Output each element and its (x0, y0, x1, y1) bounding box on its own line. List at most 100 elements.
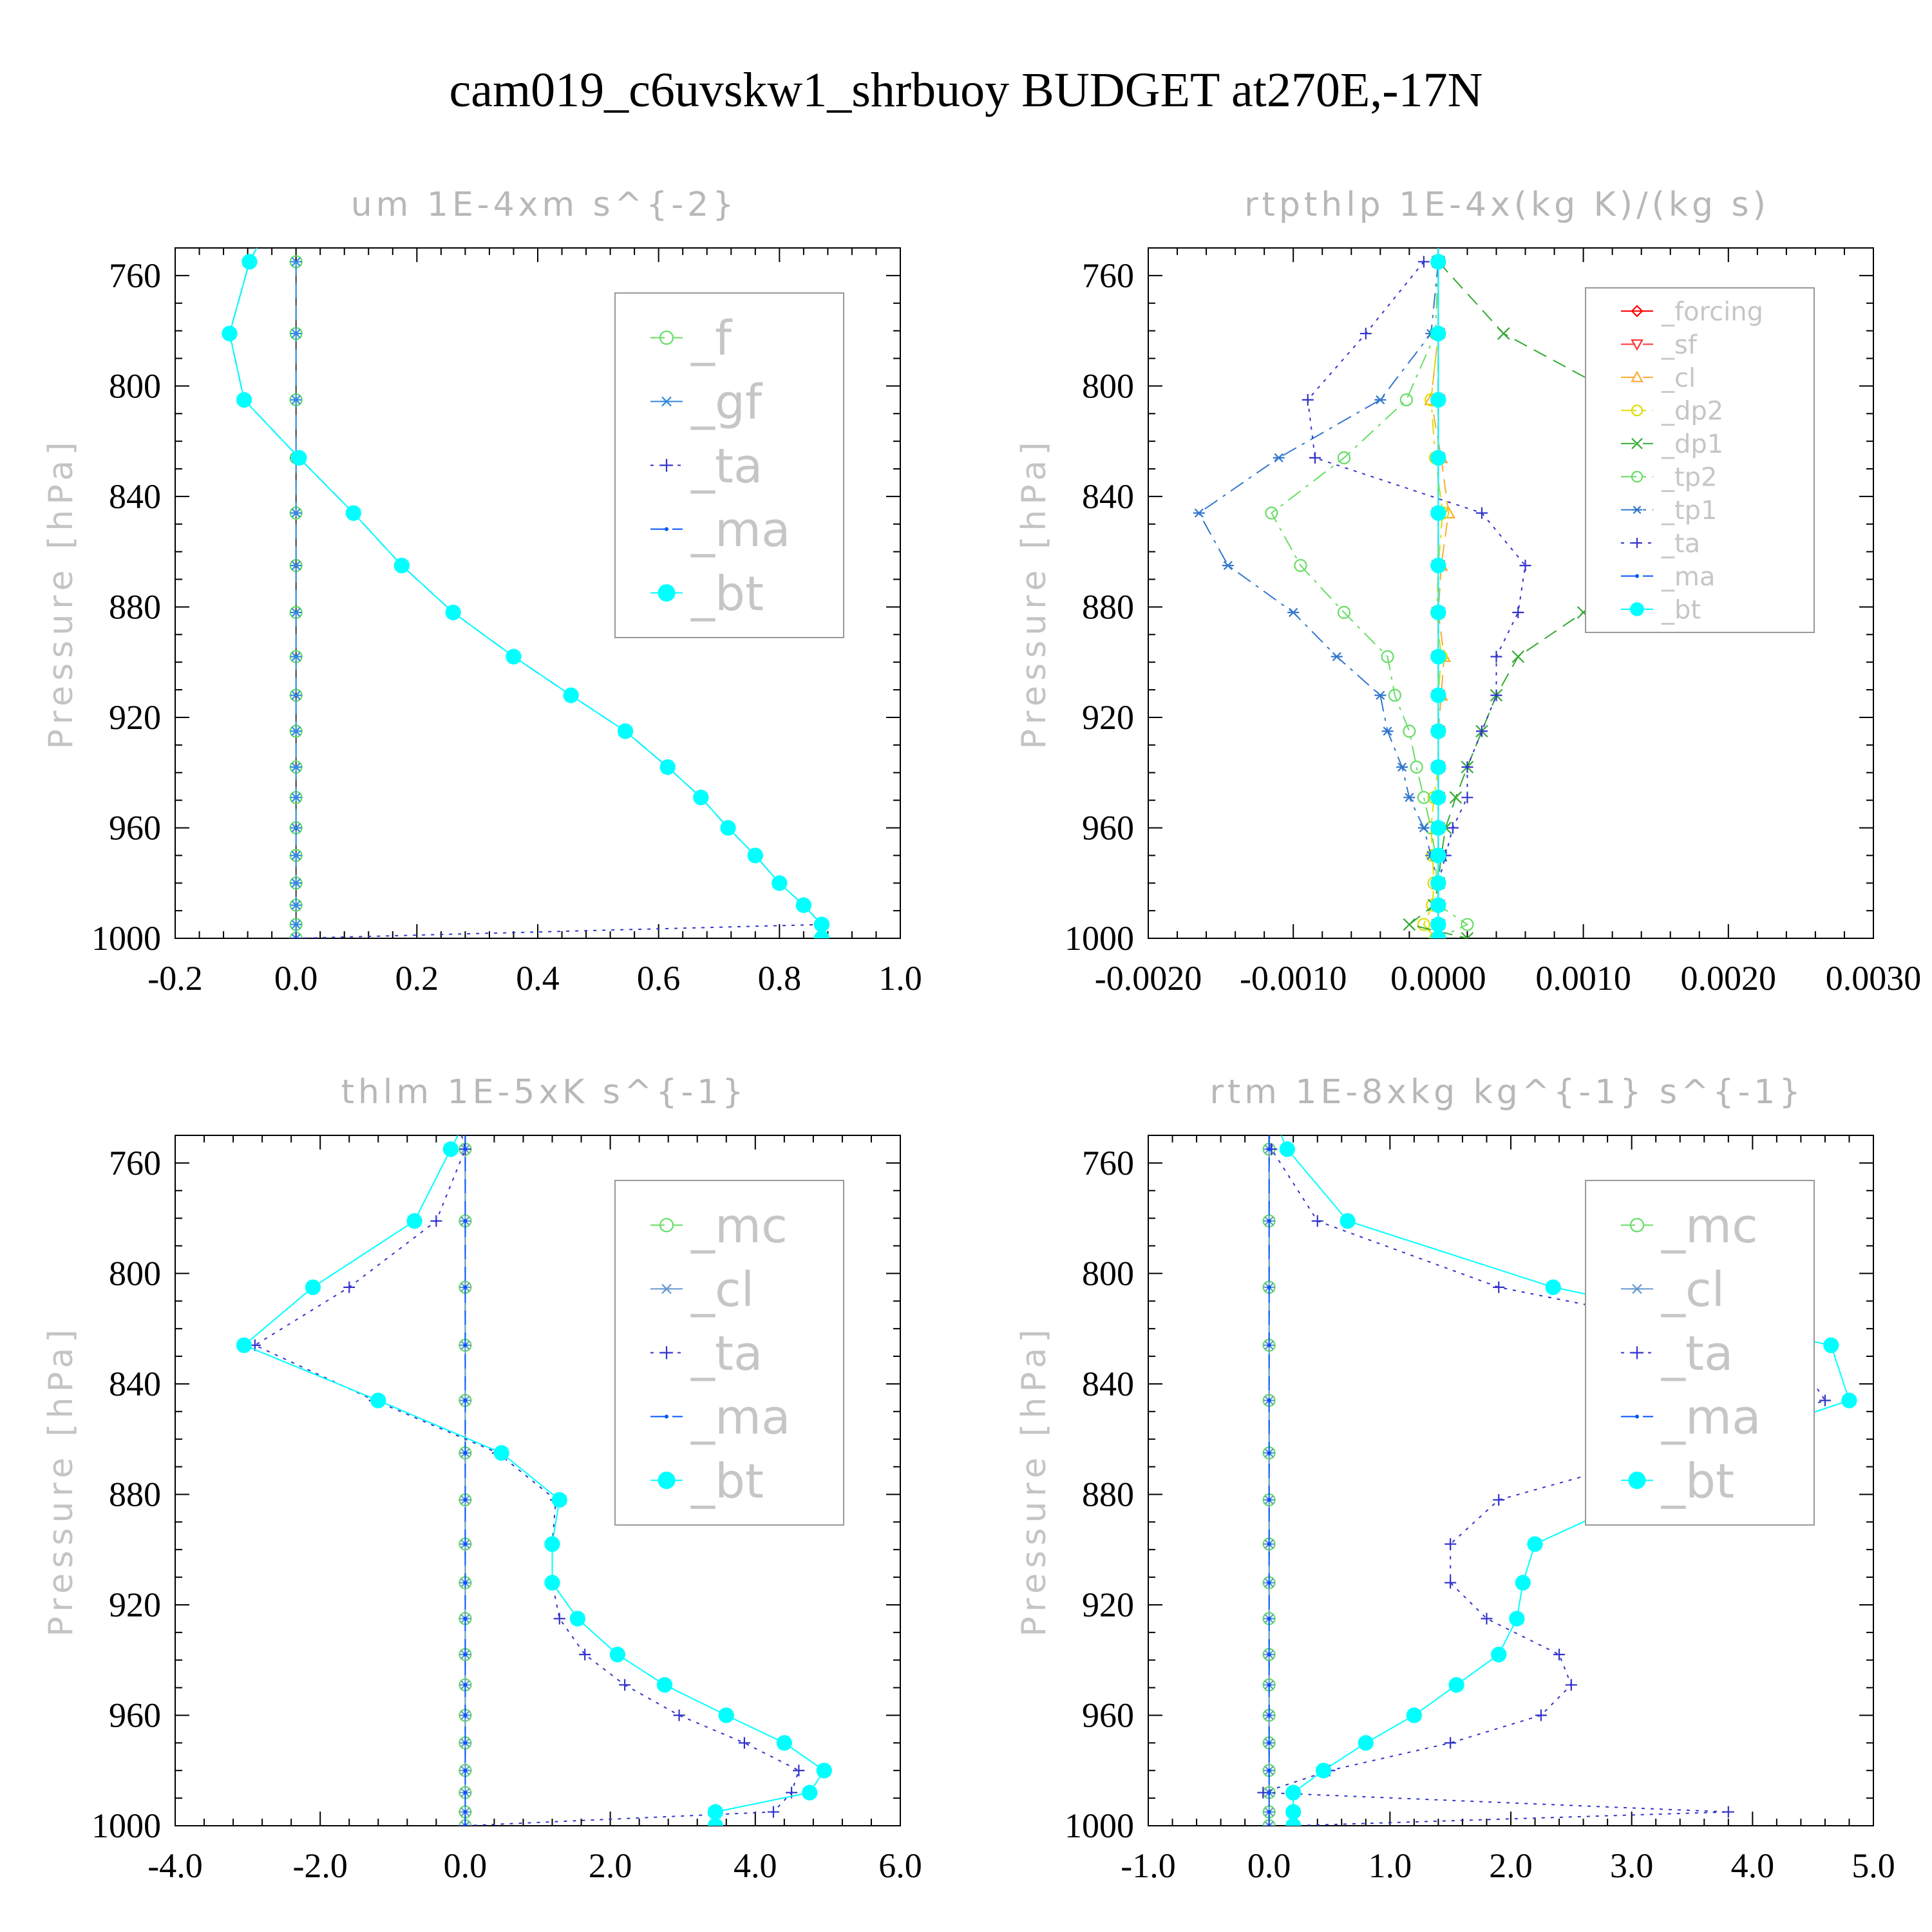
marker-small-dot (463, 1741, 468, 1745)
y-tick-label: 920 (109, 1586, 161, 1624)
legend-label: _ta (690, 1326, 762, 1381)
marker-small-dot (1267, 1683, 1271, 1687)
marker-small-dot (463, 1810, 468, 1814)
marker-dot (1430, 875, 1446, 891)
marker-small-dot (1267, 1285, 1271, 1289)
marker-dot (1841, 1392, 1857, 1408)
x-tick-label: 0.0000 (1390, 959, 1486, 998)
x-tick-label: 0.0 (444, 1846, 488, 1885)
legend-label: _sf (1661, 330, 1698, 360)
marker-dot (236, 392, 252, 408)
marker-small-dot (463, 1147, 468, 1151)
marker-small-dot (463, 1713, 468, 1718)
marker-small-dot (463, 1285, 468, 1289)
marker-dot (1430, 820, 1446, 836)
x-tick-label: 0.0020 (1681, 959, 1777, 998)
marker-star (291, 561, 301, 571)
y-axis-label: Pressure [hPa] (1015, 437, 1054, 750)
marker-star (291, 851, 301, 860)
marker-circle (1388, 688, 1401, 702)
marker-dot (1406, 1707, 1423, 1723)
marker-circle (1417, 918, 1430, 931)
y-tick-label: 960 (1082, 1696, 1134, 1734)
marker-small-dot (665, 527, 668, 531)
legend-label: _ma (1661, 562, 1715, 592)
marker-star (291, 607, 301, 618)
marker-dot (1630, 602, 1644, 616)
marker-small-dot (463, 1580, 468, 1585)
marker-dot (563, 687, 579, 703)
series-line-tp1 (1198, 261, 1439, 938)
marker-dot (1430, 897, 1446, 913)
x-tick-label: 1.0 (878, 959, 922, 998)
marker-star (1405, 793, 1414, 802)
marker-star (291, 652, 301, 661)
legend-label: _bt (690, 566, 764, 621)
legend-box (1585, 287, 1815, 633)
marker-dot (291, 450, 307, 466)
marker-cross (1631, 438, 1643, 450)
marker-star (1633, 506, 1642, 515)
marker-small-dot (1267, 1790, 1271, 1795)
marker-dot (795, 897, 812, 913)
x-tick-label: 0.0 (1247, 1846, 1291, 1885)
marker-small-dot (463, 1218, 468, 1223)
y-tick-label: 760 (1082, 256, 1134, 295)
x-tick-label: 4.0 (734, 1846, 777, 1885)
marker-dot (1315, 1763, 1332, 1779)
marker-star (661, 396, 672, 407)
x-tick-label: 3.0 (1610, 1846, 1654, 1885)
legend-label: _f (690, 311, 733, 366)
marker-star (464, 1821, 470, 1826)
marker-dot (658, 1472, 676, 1490)
marker-dot (707, 1804, 724, 1820)
marker-dot (816, 1763, 832, 1779)
marker-star (291, 508, 301, 518)
marker-dot (1430, 557, 1446, 574)
plot-frame (1148, 247, 1874, 939)
marker-small-dot (1267, 1343, 1271, 1347)
y-tick-label: 880 (1082, 587, 1134, 626)
marker-dot (1430, 254, 1446, 270)
legend-label: _bt (1661, 595, 1701, 625)
x-tick-label: 5.0 (1852, 1846, 1895, 1885)
x-tick-label: 0.0 (274, 959, 318, 998)
legend-label: _ta (690, 439, 762, 494)
marker-circle (1631, 404, 1643, 417)
legend-label: _forcing (1661, 297, 1763, 327)
marker-dot (242, 254, 258, 270)
panel-1: um 1E-4xm s^{-2} Pressure [hPa] 760 800 840 8… (42, 185, 922, 998)
x-tick-label: 0.6 (637, 959, 681, 998)
marker-star (291, 823, 301, 833)
marker-star (1397, 762, 1407, 772)
y-tick-label: 1000 (1065, 1806, 1134, 1845)
marker-circle (1399, 393, 1413, 406)
marker-dot (1628, 1472, 1646, 1490)
marker-star (291, 690, 301, 700)
plot-frame (175, 1135, 901, 1826)
marker-dot (1509, 1611, 1525, 1627)
marker-dot (1279, 1141, 1295, 1157)
marker-dot (1448, 1677, 1464, 1693)
marker-star (1383, 726, 1392, 736)
panel-4: rtm 1E-8xkg kg^{-1} s^{-1} Pressure [hPa]… (1015, 1073, 1895, 1885)
marker-dot (345, 505, 361, 521)
marker-star (1376, 690, 1385, 700)
marker-circle (1337, 451, 1351, 464)
figure-title: cam019_c6uvskw1_shrbuoy BUDGET at270E,-1… (450, 63, 1483, 117)
x-tick-label: 0.0010 (1535, 959, 1631, 998)
marker-cross (1497, 327, 1510, 340)
y-tick-label: 1000 (91, 919, 161, 958)
y-tick-label: 1000 (1065, 919, 1134, 958)
marker-circle (659, 330, 674, 345)
marker-small-dot (1267, 1768, 1271, 1773)
marker-dot (569, 1611, 586, 1627)
x-tick-label: -0.2 (147, 959, 202, 998)
marker-dot (1430, 930, 1446, 938)
y-tick-label: 800 (109, 1254, 161, 1293)
marker-dot (406, 1213, 422, 1229)
panel-2: rtpthlp 1E-4x(kg K)/(kg s) Pressure [hPa]… (1015, 185, 1921, 998)
marker-dot (617, 723, 634, 739)
marker-star (1274, 453, 1283, 462)
marker-dot (609, 1646, 626, 1663)
